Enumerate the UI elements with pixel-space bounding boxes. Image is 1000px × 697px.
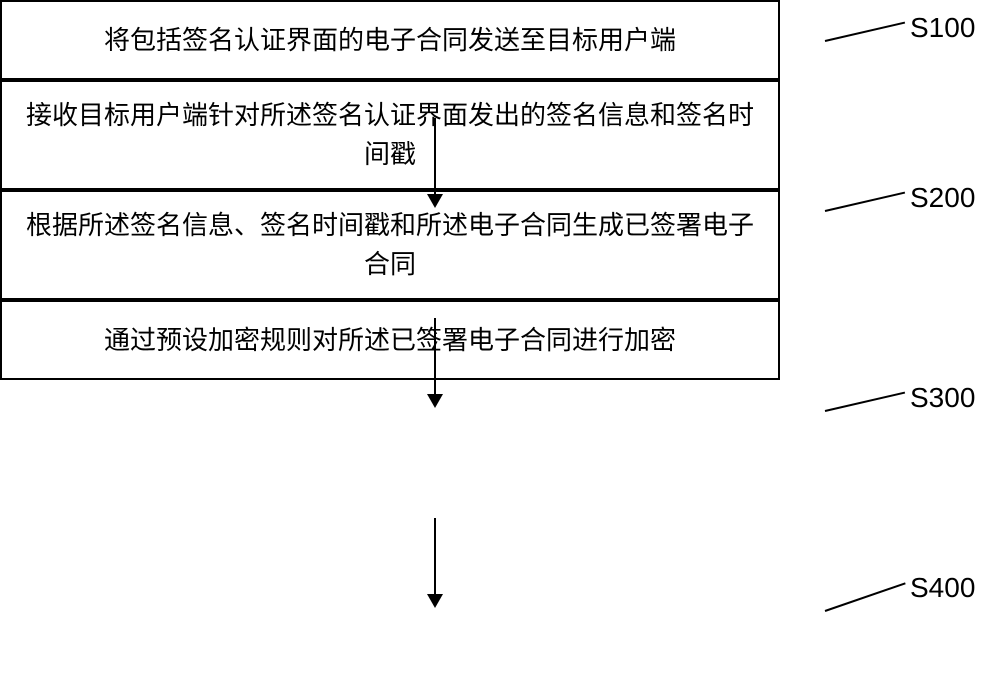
step-label-s200: S200: [910, 182, 975, 214]
arrow-head: [427, 594, 443, 608]
arrow-head: [427, 394, 443, 408]
step-text: 将包括签名认证界面的电子合同发送至目标用户端: [104, 21, 676, 60]
step-box-s300: 根据所述签名信息、签名时间戳和所述电子合同生成已签署电子合同: [0, 190, 780, 300]
arrow-line: [434, 118, 436, 194]
step-box-s100: 将包括签名认证界面的电子合同发送至目标用户端: [0, 0, 780, 80]
arrow-line: [434, 318, 436, 394]
arrow-1: [427, 118, 443, 208]
label-line-s400: [825, 582, 906, 612]
label-line-s300: [825, 392, 905, 412]
arrow-line: [434, 518, 436, 594]
arrow-2: [427, 318, 443, 408]
label-line-s100: [825, 22, 905, 42]
step-text: 接收目标用户端针对所述签名认证界面发出的签名信息和签名时间戳: [22, 96, 758, 174]
step-box-s400: 通过预设加密规则对所述已签署电子合同进行加密: [0, 300, 780, 380]
label-line-s200: [825, 192, 905, 212]
flowchart-container: 将包括签名认证界面的电子合同发送至目标用户端 S100 接收目标用户端针对所述签…: [0, 0, 1000, 697]
step-label-s100: S100: [910, 12, 975, 44]
arrow-3: [427, 518, 443, 608]
arrow-head: [427, 194, 443, 208]
step-label-s300: S300: [910, 382, 975, 414]
step-text: 通过预设加密规则对所述已签署电子合同进行加密: [104, 321, 676, 360]
step-box-s200: 接收目标用户端针对所述签名认证界面发出的签名信息和签名时间戳: [0, 80, 780, 190]
step-text: 根据所述签名信息、签名时间戳和所述电子合同生成已签署电子合同: [22, 206, 758, 284]
step-label-s400: S400: [910, 572, 975, 604]
